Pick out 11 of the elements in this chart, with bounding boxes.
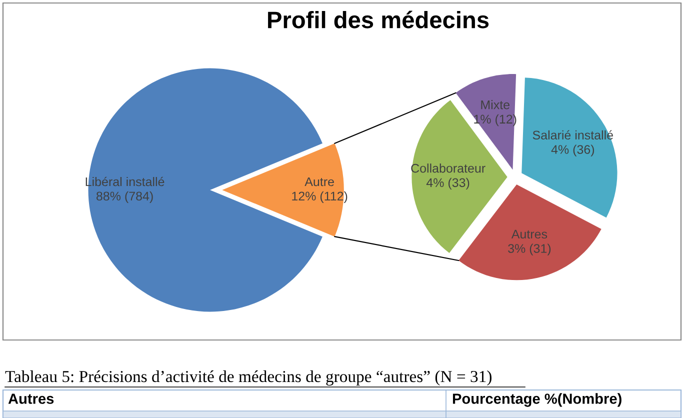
text: Tableau 5: Précisions d’activité de médecins de groupe “autres” (N = 31) <box>5 370 492 386</box>
data-label: 4% (36) <box>551 144 594 156</box>
slice-label: Mixte <box>481 100 510 110</box>
slice-label: Autres <box>511 230 548 239</box>
text: Pourcentage %(Nombre) <box>452 393 622 407</box>
text: Autres <box>8 394 54 404</box>
data-label: 88% (784) <box>96 191 153 204</box>
data-label: 4% (33) <box>426 178 470 190</box>
slice-label: Autre <box>304 177 334 186</box>
data-label: 3% (31) <box>508 244 551 256</box>
chart-title: Profil des médecins <box>268 10 489 28</box>
